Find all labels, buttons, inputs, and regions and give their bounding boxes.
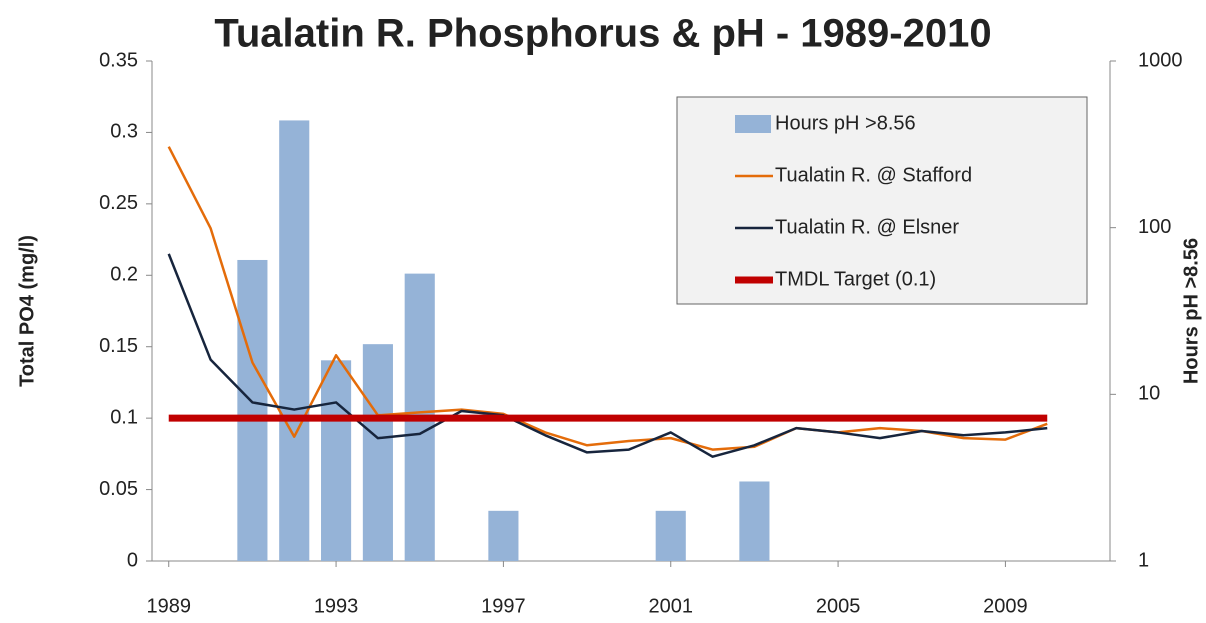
legend-label: Tualatin R. @ Elsner (775, 216, 959, 238)
line (167, 146, 1048, 451)
legend-swatch (735, 115, 771, 133)
y-tick-label: 0.25 (99, 192, 138, 214)
legend-label: Tualatin R. @ Stafford (775, 164, 972, 186)
y2-tick-label: 100 (1138, 216, 1171, 238)
y-tick-label: 0.05 (99, 478, 138, 500)
bar (279, 120, 310, 561)
y-tick-label: 0.2 (110, 264, 138, 286)
x-tick-label: 1989 (146, 595, 191, 617)
x-tick-label: 1993 (314, 595, 359, 617)
x-tick-label: 1997 (481, 595, 526, 617)
legend-label: TMDL Target (0.1) (775, 268, 936, 290)
y-tick-label: 0 (127, 549, 138, 571)
bar (488, 510, 519, 561)
bar (739, 481, 770, 561)
x-tick-label: 2001 (648, 595, 693, 617)
x-tick-label: 2009 (983, 595, 1028, 617)
y-tick-label: 0.15 (99, 335, 138, 357)
bar (655, 510, 686, 561)
legend-label: Hours pH >8.56 (775, 112, 916, 134)
bar (321, 360, 352, 561)
bar (237, 259, 268, 561)
y-tick-label: 0.35 (99, 49, 138, 71)
y2-tick-label: 10 (1138, 383, 1160, 405)
y2-tick-label: 1000 (1138, 49, 1183, 71)
y2-axis-label: Hours pH >8.56 (1180, 238, 1202, 384)
y2-tick-label: 1 (1138, 549, 1149, 571)
chart-title: Tualatin R. Phosphorus & pH - 1989-2010 (214, 12, 991, 56)
y-tick-label: 0.1 (110, 406, 138, 428)
bar (362, 344, 393, 561)
y-axis-label: Total PO4 (mg/l) (16, 235, 38, 387)
x-tick-label: 2005 (816, 595, 861, 617)
y-tick-label: 0.3 (110, 121, 138, 143)
line (167, 253, 1048, 458)
